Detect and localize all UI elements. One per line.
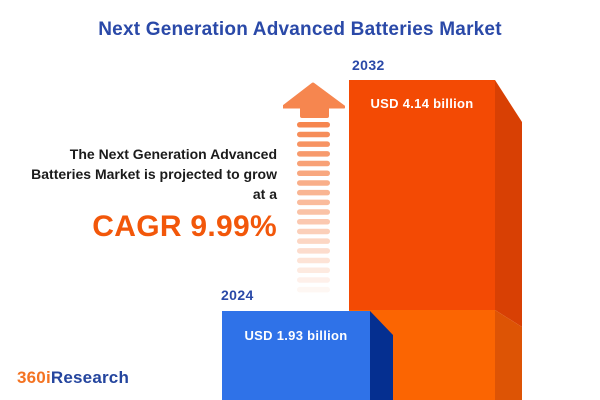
bar-2024-value-label: USD 1.93 billion: [244, 328, 348, 343]
arrow-stripes: [297, 122, 330, 293]
bar-2024-side-face: [370, 311, 393, 400]
bar-2024-year-label: 2024: [221, 287, 254, 303]
bar-2024-front-face: [222, 311, 370, 400]
page-title: Next Generation Advanced Batteries Marke…: [98, 19, 502, 40]
projection-text: The Next Generation Advanced Batteries M…: [31, 146, 277, 202]
bar-2032-year-label: 2032: [352, 57, 385, 73]
logo-part-360i: 360i: [17, 368, 51, 387]
bar-2024: [222, 311, 393, 400]
bar-2032-value-label: USD 4.14 billion: [370, 96, 474, 111]
projection-block: The Next Generation Advanced Batteries M…: [25, 144, 277, 244]
growth-up-arrow-icon: [283, 82, 345, 293]
bar-2032-side-face-lower: [495, 310, 522, 400]
arrow-head: [283, 82, 345, 109]
logo-part-research: Research: [50, 368, 130, 387]
bar-2032-front-face: [349, 80, 495, 310]
brand-logo: 360iResearch: [17, 368, 129, 388]
arrow-neck: [300, 105, 329, 118]
bar-2032-side-face: [495, 80, 522, 327]
cagr-value: CAGR 9.99%: [92, 210, 277, 243]
